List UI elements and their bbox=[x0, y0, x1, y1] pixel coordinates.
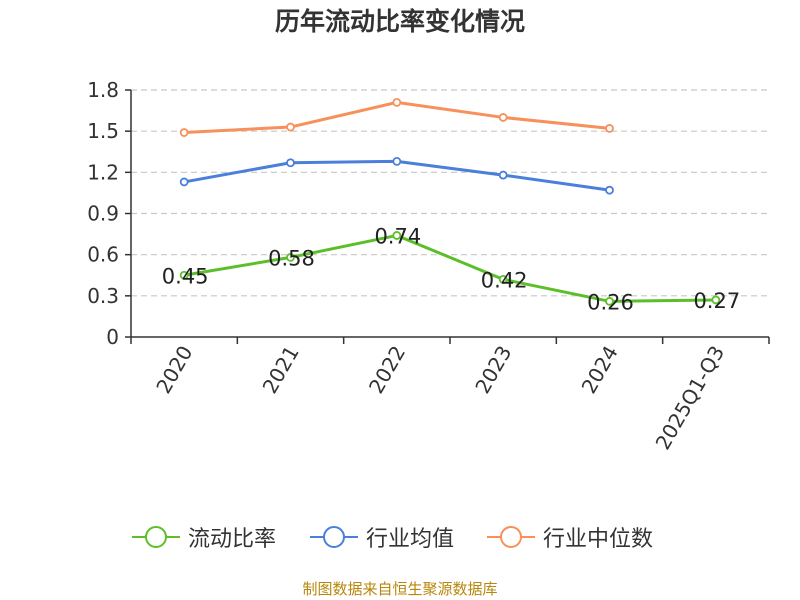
legend-symbol-industry-mean bbox=[310, 525, 358, 549]
y-tick-label: 0.9 bbox=[87, 202, 119, 226]
legend-symbol-industry-median bbox=[487, 525, 535, 549]
data-label: 0.45 bbox=[162, 264, 209, 288]
y-tick-label: 1.8 bbox=[87, 78, 119, 102]
x-tick-label: 2022 bbox=[364, 342, 410, 398]
x-tick-label: 2025Q1-Q3 bbox=[650, 342, 729, 454]
series-line bbox=[184, 100, 610, 135]
data-point bbox=[392, 231, 402, 240]
legend-label-current-ratio: 流动比率 bbox=[188, 527, 277, 552]
data-point bbox=[179, 128, 189, 137]
legend-item-industry-mean[interactable]: 行业均值 bbox=[310, 519, 454, 555]
chart-title: 历年流动比率变化情况 bbox=[274, 7, 525, 36]
legend-item-current-ratio[interactable]: 流动比率 bbox=[132, 519, 276, 555]
data-point bbox=[286, 122, 295, 132]
y-tick-label: 0 bbox=[106, 325, 119, 349]
data-label: 0.42 bbox=[481, 268, 528, 292]
data-point bbox=[286, 158, 295, 168]
data-point bbox=[498, 170, 508, 180]
x-tick-label: 2020 bbox=[151, 342, 197, 398]
data-label: 0.26 bbox=[587, 290, 634, 314]
x-tick-label: 2021 bbox=[258, 342, 304, 398]
data-point bbox=[605, 124, 614, 133]
series-line bbox=[183, 233, 716, 303]
legend-label-industry-median: 行业中位数 bbox=[543, 527, 654, 552]
y-tick-label: 1.2 bbox=[87, 160, 119, 184]
source-note: 制图数据来自恒生聚源数据库 bbox=[302, 580, 498, 598]
y-tick-label: 0.6 bbox=[87, 243, 119, 267]
legend-label-industry-mean: 行业均值 bbox=[366, 527, 455, 552]
data-label: 0.27 bbox=[693, 289, 740, 313]
y-tick-label: 1.5 bbox=[87, 119, 119, 143]
data-point bbox=[498, 113, 508, 122]
x-tick-label: 2023 bbox=[470, 342, 516, 398]
data-point bbox=[392, 97, 402, 107]
data-point bbox=[286, 253, 295, 262]
legend-symbol-current-ratio bbox=[132, 525, 180, 549]
data-point bbox=[498, 274, 508, 284]
x-tick-label: 2024 bbox=[577, 342, 623, 398]
data-label: 0.74 bbox=[374, 224, 421, 248]
y-tick-label: 0.3 bbox=[87, 284, 119, 308]
data-point bbox=[179, 177, 189, 187]
data-label: 0.58 bbox=[268, 246, 315, 270]
legend-item-industry-median[interactable]: 行业中位数 bbox=[487, 519, 653, 555]
data-point bbox=[392, 156, 402, 166]
data-point bbox=[711, 295, 721, 305]
data-point bbox=[179, 270, 189, 280]
data-point bbox=[605, 296, 614, 306]
data-point bbox=[605, 185, 614, 195]
